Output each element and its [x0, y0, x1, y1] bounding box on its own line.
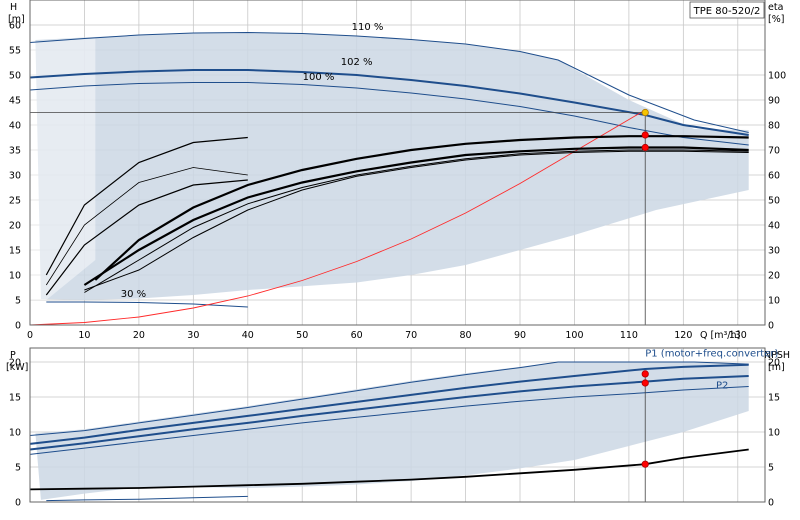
series-line-2: [29, 82, 749, 146]
top-plot-frame: [29, 0, 766, 326]
bottom-y-tick-label: 10: [9, 428, 21, 439]
top-y2-axis-label: eta: [768, 2, 783, 13]
bottom-y-tick-label: 15: [9, 393, 21, 404]
top-y2-tick-label: 60: [768, 171, 780, 182]
top-y-tick-label: 15: [9, 246, 21, 257]
top-y2-tick-label: 40: [768, 221, 780, 232]
eta-thin: [45, 167, 248, 286]
series-line-7: [45, 136, 248, 276]
series-line-1: [29, 69, 749, 136]
top-y-axis-label: H: [10, 2, 17, 13]
top-y2-tick-label: 0: [768, 321, 774, 332]
bottom-plot-frame: [29, 347, 766, 503]
x-tick-label: 100: [565, 330, 583, 341]
x-tick-label: 10: [78, 330, 90, 341]
x-tick-label: 90: [514, 330, 526, 341]
x-axis-label: Q [m³/h]: [700, 330, 740, 341]
series-line-0: [29, 31, 749, 133]
top-y-tick-label: 45: [9, 96, 21, 107]
power-duty-point-1: [641, 379, 649, 387]
bottom-y-axis-label: P: [10, 350, 16, 361]
power-series-label-0: P1 (motor+freq.converter): [645, 348, 778, 359]
bottom-y2-axis-label: NPSH: [764, 350, 790, 361]
power-duty-point-2: [641, 460, 649, 468]
x-tick-label: 120: [674, 330, 692, 341]
bottom-y-tick-label: 5: [15, 463, 21, 474]
top-y2-tick-label: 100: [768, 71, 786, 82]
top-y-tick-label: 25: [9, 196, 21, 207]
x-tick-label: 110: [620, 330, 638, 341]
power-series-label-1: P2: [716, 381, 728, 392]
x-tick-label: 80: [460, 330, 472, 341]
series-line-3: [46, 301, 248, 308]
bottom-y2-tick-label: 5: [768, 463, 774, 474]
top-y-tick-label: 10: [9, 271, 21, 282]
top-y2-tick-label: 70: [768, 146, 780, 157]
power-series-line-0: [29, 363, 749, 445]
top-y2-tick-label: 80: [768, 121, 780, 132]
top-y2-axis-unit: [%]: [768, 14, 784, 25]
low-flow-region: [30, 38, 96, 300]
bottom-y2-tick-label: 20: [768, 358, 780, 369]
curve-label-3: 30 %: [121, 289, 146, 300]
x-tick-label: 0: [27, 330, 33, 341]
series-line-6: [83, 146, 749, 286]
x-tick-label: 130: [729, 330, 747, 341]
power-series-line-3: [29, 361, 749, 436]
eta-strand-1: [84, 149, 749, 293]
title-box: [689, 1, 765, 19]
top-y-tick-label: 35: [9, 146, 21, 157]
x-tick-label: 50: [296, 330, 308, 341]
top-y-tick-label: 50: [9, 71, 21, 82]
duty-point-0: [641, 108, 649, 117]
bottom-y-tick-label: 0: [15, 498, 21, 509]
top-y-tick-label: 0: [15, 321, 21, 332]
power-series-line-1: [29, 375, 749, 451]
top-y2-tick-label: 30: [768, 246, 780, 257]
duty-point-1: [641, 131, 649, 139]
power-series-line-4: [46, 495, 248, 502]
top-y2-tick-label: 50: [768, 196, 780, 207]
bottom-y2-tick-label: 15: [768, 393, 780, 404]
top-y-tick-label: 60: [9, 21, 21, 32]
series-line-5: [94, 135, 749, 281]
power-series-line-2: [29, 386, 749, 455]
power-series-line-5: [29, 448, 749, 491]
curve-label-0: 110 %: [352, 22, 384, 33]
power-duty-point-0: [641, 370, 649, 378]
bottom-y2-tick-label: 0: [768, 498, 774, 509]
series-line-4: [29, 109, 646, 326]
top-y2-tick-label: 10: [768, 296, 780, 307]
top-y-tick-label: 5: [15, 296, 21, 307]
bottom-y-tick-label: 20: [9, 358, 21, 369]
top-y-tick-label: 40: [9, 121, 21, 132]
bottom-y2-tick-label: 10: [768, 428, 780, 439]
top-y-axis-unit: [m]: [8, 14, 25, 25]
top-y-tick-label: 55: [9, 46, 21, 57]
x-tick-label: 60: [351, 330, 363, 341]
top-y-tick-label: 20: [9, 221, 21, 232]
bottom-y-axis-unit: [kW]: [6, 362, 28, 373]
curve-label-1: 102 %: [341, 57, 373, 68]
x-tick-label: 40: [242, 330, 254, 341]
curve-label-2: 100 %: [303, 72, 335, 83]
power-envelope: [35, 362, 749, 500]
series-line-8: [45, 179, 248, 296]
x-tick-label: 30: [187, 330, 199, 341]
x-tick-label: 70: [405, 330, 417, 341]
top-y2-tick-label: 20: [768, 271, 780, 282]
x-tick-label: 20: [133, 330, 145, 341]
duty-point-2: [641, 143, 649, 152]
bottom-y2-axis-unit: [m]: [768, 362, 785, 373]
eta-strand-0: [84, 150, 749, 291]
top-y-tick-label: 30: [9, 171, 21, 182]
chart-title: TPE 80-520/2: [693, 6, 761, 17]
top-y2-tick-label: 90: [768, 96, 780, 107]
